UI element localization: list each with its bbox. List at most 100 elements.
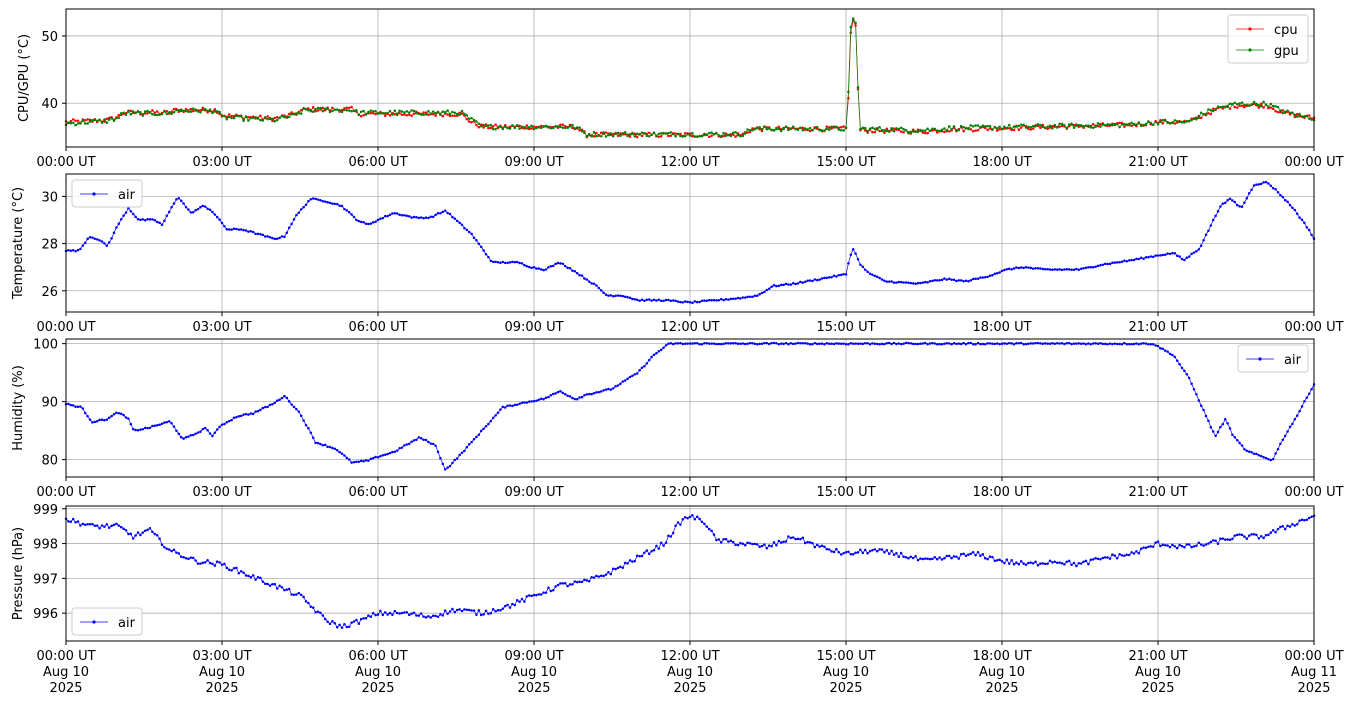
data-point bbox=[921, 281, 925, 284]
data-point bbox=[751, 341, 754, 345]
data-point bbox=[511, 602, 514, 606]
data-point bbox=[487, 612, 490, 615]
data-point bbox=[1041, 562, 1045, 565]
data-point bbox=[239, 228, 243, 231]
data-point bbox=[194, 208, 197, 212]
data-point bbox=[129, 210, 133, 213]
data-point bbox=[395, 112, 399, 116]
data-point bbox=[607, 294, 610, 297]
data-point bbox=[383, 611, 387, 614]
data-point bbox=[801, 342, 805, 345]
data-point bbox=[1231, 102, 1234, 106]
data-point bbox=[309, 197, 313, 201]
data-point bbox=[825, 547, 829, 551]
data-point bbox=[995, 342, 999, 345]
data-point bbox=[1166, 350, 1169, 353]
data-point bbox=[969, 124, 973, 127]
data-point bbox=[897, 127, 901, 131]
data-point bbox=[386, 613, 389, 616]
data-point bbox=[758, 292, 761, 296]
data-point bbox=[801, 128, 805, 132]
data-point bbox=[784, 540, 788, 543]
data-point bbox=[715, 132, 718, 135]
data-point bbox=[1053, 268, 1057, 271]
data-point bbox=[446, 612, 449, 616]
data-point bbox=[199, 111, 202, 114]
data-point bbox=[1075, 564, 1078, 568]
data-point bbox=[779, 283, 783, 287]
data-point bbox=[1077, 342, 1081, 345]
data-point bbox=[859, 127, 862, 131]
data-point bbox=[326, 445, 329, 449]
data-point bbox=[434, 614, 437, 618]
data-point bbox=[1231, 433, 1234, 437]
data-point bbox=[403, 444, 406, 447]
data-point bbox=[362, 113, 365, 117]
data-point bbox=[460, 223, 464, 227]
data-point bbox=[153, 219, 157, 222]
data-point bbox=[141, 218, 145, 221]
data-point bbox=[873, 274, 877, 278]
data-point bbox=[940, 558, 944, 561]
data-point bbox=[419, 216, 423, 219]
data-point bbox=[890, 549, 893, 553]
data-point bbox=[357, 622, 361, 625]
data-point bbox=[158, 113, 161, 117]
data-point bbox=[148, 218, 152, 221]
data-point bbox=[760, 291, 764, 295]
legend-label: gpu bbox=[1274, 44, 1299, 59]
data-point bbox=[1298, 519, 1301, 522]
data-point bbox=[1286, 430, 1289, 433]
data-point bbox=[1005, 558, 1009, 561]
data-point bbox=[1279, 193, 1282, 197]
data-point bbox=[1262, 100, 1265, 104]
data-point bbox=[599, 135, 603, 138]
data-point bbox=[1003, 125, 1006, 129]
data-point bbox=[76, 248, 80, 252]
data-point bbox=[640, 134, 644, 138]
data-point bbox=[275, 587, 279, 590]
data-point bbox=[827, 128, 831, 132]
data-point bbox=[784, 282, 788, 286]
data-point bbox=[201, 106, 205, 110]
data-point bbox=[1281, 524, 1285, 528]
data-point bbox=[1214, 107, 1217, 111]
data-point bbox=[914, 282, 917, 285]
legend-swatch-marker bbox=[92, 620, 96, 624]
data-point bbox=[638, 299, 641, 302]
series-air bbox=[64, 341, 1316, 471]
data-point bbox=[724, 132, 728, 135]
data-point bbox=[518, 124, 521, 128]
data-point bbox=[1274, 531, 1277, 534]
data-point bbox=[127, 110, 130, 113]
data-point bbox=[1267, 105, 1270, 108]
data-point bbox=[460, 109, 464, 113]
data-point bbox=[796, 341, 800, 345]
data-point bbox=[88, 118, 92, 122]
x-tick-label: 21:00 UT Aug 10 2025 bbox=[1128, 649, 1187, 696]
data-point bbox=[386, 452, 389, 456]
data-point bbox=[679, 523, 682, 526]
data-point bbox=[739, 134, 742, 138]
data-point bbox=[355, 218, 358, 222]
data-point bbox=[122, 214, 125, 217]
data-point bbox=[103, 419, 106, 422]
data-point bbox=[117, 524, 121, 527]
data-point bbox=[835, 547, 838, 551]
data-point bbox=[991, 128, 994, 131]
x-tick-label: 09:00 UT Aug 10 2025 bbox=[504, 649, 563, 696]
data-point bbox=[571, 269, 574, 272]
data-point bbox=[539, 268, 543, 271]
data-point bbox=[868, 550, 872, 553]
legend-swatch-marker bbox=[1248, 48, 1252, 52]
data-point bbox=[607, 133, 610, 137]
data-point bbox=[1046, 125, 1049, 129]
data-point bbox=[1195, 250, 1198, 253]
data-point bbox=[938, 129, 941, 133]
data-point bbox=[93, 524, 97, 528]
data-point bbox=[856, 85, 860, 89]
data-point bbox=[1053, 560, 1057, 563]
data-point bbox=[679, 134, 682, 138]
data-point bbox=[578, 396, 581, 399]
data-point bbox=[460, 609, 464, 613]
